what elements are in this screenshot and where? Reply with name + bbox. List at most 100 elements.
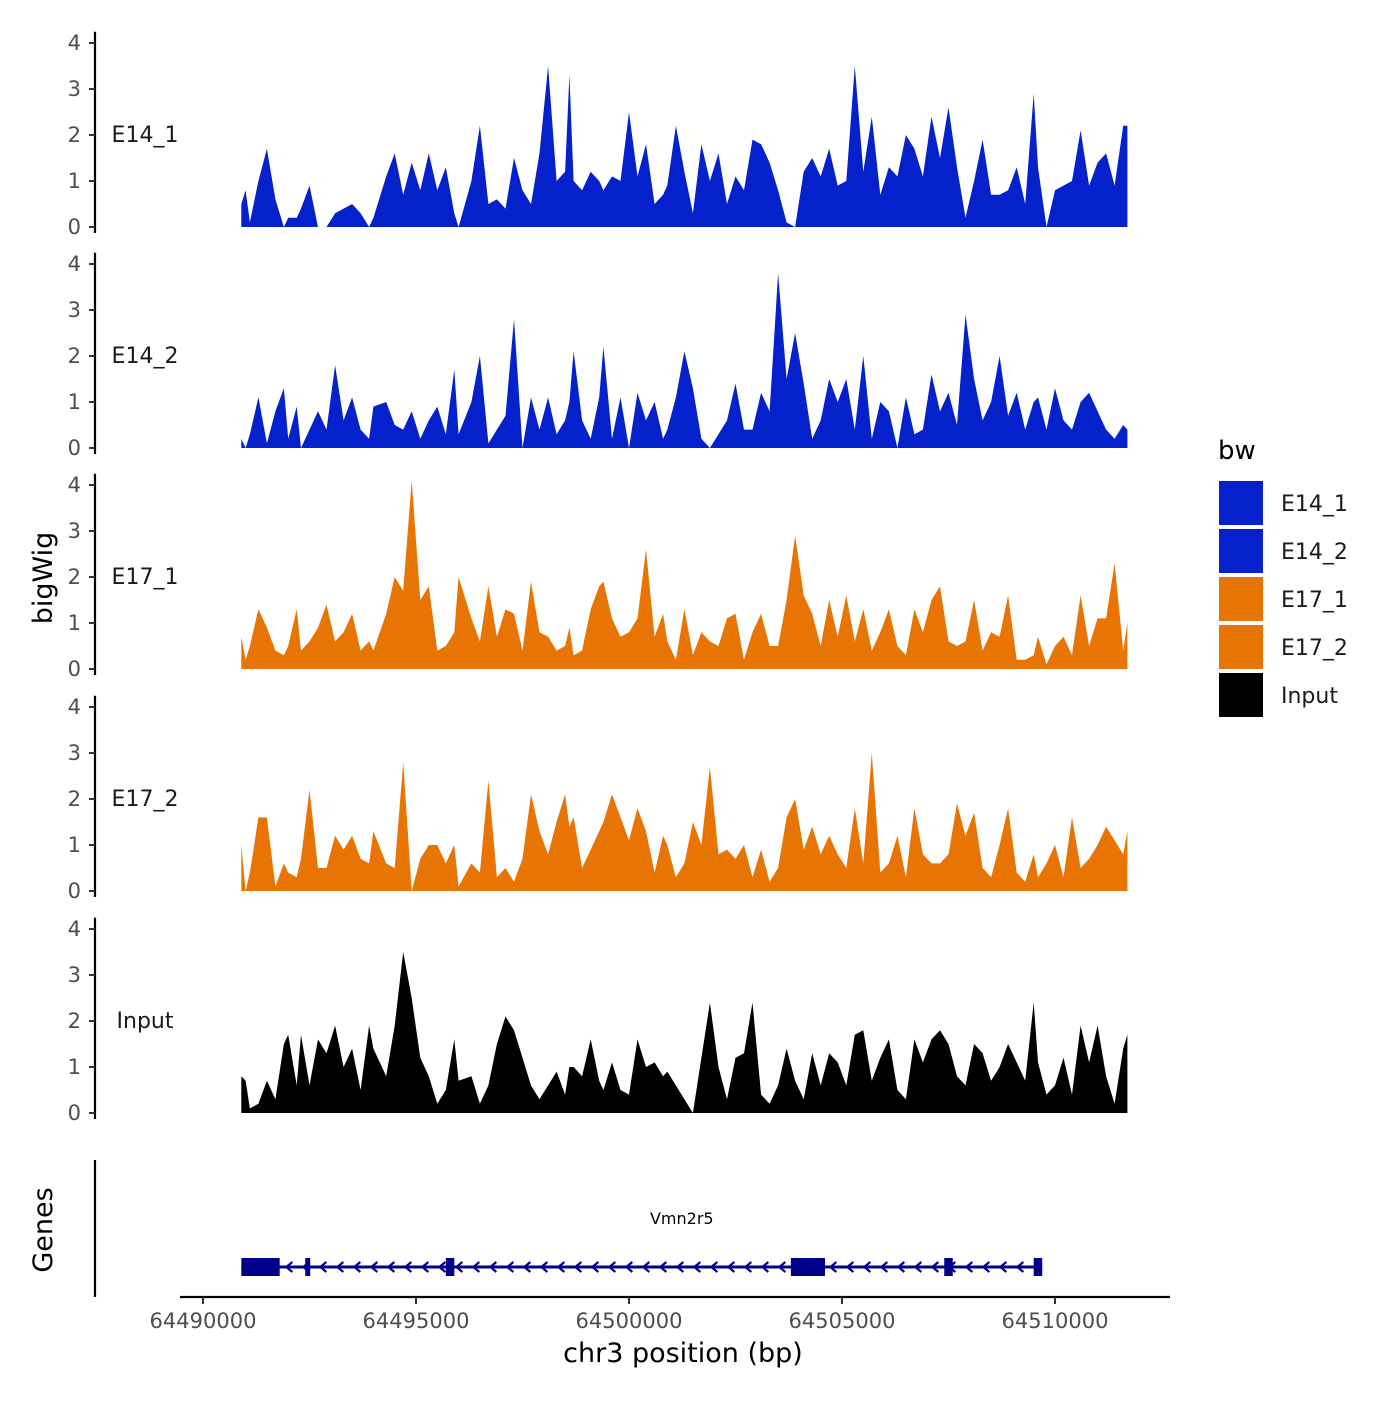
strand-arrow bbox=[624, 1261, 634, 1273]
exon bbox=[305, 1258, 311, 1276]
strand-arrow bbox=[352, 1261, 362, 1273]
x-tick-label: 64495000 bbox=[363, 1309, 470, 1333]
y-tick-label: 1 bbox=[68, 833, 81, 857]
track-label: Input bbox=[117, 1009, 174, 1034]
x-tick-label: 64505000 bbox=[789, 1309, 896, 1333]
strand-arrow bbox=[913, 1261, 923, 1273]
x-axis-title: chr3 position (bp) bbox=[563, 1338, 803, 1369]
strand-arrow bbox=[981, 1261, 991, 1273]
strand-arrow bbox=[896, 1261, 906, 1273]
strand-arrow bbox=[964, 1261, 974, 1273]
x-axis: 64490000 64495000 64500000 64505000 64510000 bbox=[150, 1295, 1170, 1333]
strand-arrow bbox=[488, 1261, 498, 1273]
tracks-group: 0 1 2 3 4 E14_1 0 1 2 3 4 E14_2 0 1 2 3 4 E17_1 0 1 2 3 4 E17_2… bbox=[68, 31, 1128, 1125]
strand-arrow bbox=[828, 1261, 838, 1273]
y-tick-label: 3 bbox=[68, 298, 81, 322]
track-input: 0 1 2 3 4 Input bbox=[68, 917, 1128, 1125]
y-tick-label: 4 bbox=[68, 252, 81, 276]
y-tick-label: 2 bbox=[68, 787, 81, 811]
strand-arrow bbox=[709, 1261, 719, 1273]
y-tick-label: 4 bbox=[68, 695, 81, 719]
strand-arrow bbox=[420, 1261, 430, 1273]
y-tick-label: 3 bbox=[68, 963, 81, 987]
exon bbox=[944, 1258, 953, 1276]
strand-arrow bbox=[658, 1261, 668, 1273]
strand-arrow bbox=[675, 1261, 685, 1273]
legend-label: E17_1 bbox=[1281, 588, 1348, 613]
y-tick-label: 0 bbox=[68, 436, 81, 460]
strand-arrow bbox=[437, 1261, 447, 1273]
genes-panel: Vmn2r5 bbox=[93, 1160, 1043, 1297]
legend-swatch bbox=[1219, 673, 1263, 717]
y-tick-label: 2 bbox=[68, 565, 81, 589]
y-tick-label: 0 bbox=[68, 1101, 81, 1125]
legend-label: E14_1 bbox=[1281, 492, 1348, 517]
legend-swatch bbox=[1219, 481, 1263, 525]
strand-arrow bbox=[692, 1261, 702, 1273]
exon bbox=[445, 1258, 455, 1276]
y-tick-label: 0 bbox=[68, 879, 81, 903]
signal-area-e14_2 bbox=[241, 273, 1128, 448]
track-label: E14_1 bbox=[112, 123, 179, 148]
strand-arrow bbox=[505, 1261, 515, 1273]
legend-label: E14_2 bbox=[1281, 540, 1348, 565]
strand-arrow bbox=[879, 1261, 889, 1273]
y-tick-label: 4 bbox=[68, 31, 81, 55]
x-tick-label: 64500000 bbox=[576, 1309, 683, 1333]
strand-arrow bbox=[335, 1261, 345, 1273]
signal-area-input bbox=[241, 952, 1128, 1113]
y-tick-label: 4 bbox=[68, 473, 81, 497]
y-tick-label: 3 bbox=[68, 77, 81, 101]
signal-area-e17_2 bbox=[241, 753, 1128, 891]
y-axis-title: bigWig bbox=[28, 532, 59, 625]
strand-arrow bbox=[726, 1261, 736, 1273]
x-tick-label: 64510000 bbox=[1002, 1309, 1109, 1333]
y-tick-label: 1 bbox=[68, 169, 81, 193]
strand-arrow bbox=[607, 1261, 617, 1273]
y-tick-label: 2 bbox=[68, 123, 81, 147]
strand-arrow bbox=[845, 1261, 855, 1273]
strand-arrow bbox=[1015, 1261, 1025, 1273]
strand-arrow bbox=[573, 1261, 583, 1273]
y-tick-label: 1 bbox=[68, 611, 81, 635]
y-tick-label: 3 bbox=[68, 741, 81, 765]
y-tick-label: 2 bbox=[68, 1009, 81, 1033]
legend-swatch bbox=[1219, 529, 1263, 573]
strand-arrow bbox=[318, 1261, 328, 1273]
strand-arrow bbox=[930, 1261, 940, 1273]
track-e17_2: 0 1 2 3 4 E17_2 bbox=[68, 695, 1128, 903]
y-tick-label: 2 bbox=[68, 344, 81, 368]
track-e17_1: 0 1 2 3 4 E17_1 bbox=[68, 473, 1128, 681]
track-e14_2: 0 1 2 3 4 E14_2 bbox=[68, 252, 1128, 460]
strand-arrow bbox=[522, 1261, 532, 1273]
strand-arrow bbox=[403, 1261, 413, 1273]
track-e14_1: 0 1 2 3 4 E14_1 bbox=[68, 31, 1128, 239]
strand-arrow bbox=[539, 1261, 549, 1273]
y-tick-label: 1 bbox=[68, 1055, 81, 1079]
legend-label: Input bbox=[1281, 684, 1338, 709]
strand-arrow bbox=[284, 1261, 294, 1273]
x-tick-label: 64490000 bbox=[150, 1309, 257, 1333]
genes-axis-title: Genes bbox=[28, 1187, 59, 1272]
signal-area-e14_1 bbox=[241, 66, 1128, 227]
y-tick-label: 4 bbox=[68, 917, 81, 941]
signal-area-e17_1 bbox=[241, 480, 1128, 669]
exon bbox=[241, 1258, 280, 1276]
gene-model: Vmn2r5 bbox=[241, 1209, 1043, 1276]
strand-arrow bbox=[641, 1261, 651, 1273]
strand-arrow bbox=[777, 1261, 787, 1273]
exon bbox=[1033, 1258, 1043, 1276]
legend-swatch bbox=[1219, 625, 1263, 669]
strand-arrow bbox=[454, 1261, 464, 1273]
y-tick-label: 1 bbox=[68, 390, 81, 414]
legend: bw E14_1 E14_2 E17_1 E17_2 Input bbox=[1218, 436, 1348, 717]
y-tick-label: 0 bbox=[68, 657, 81, 681]
strand-arrow bbox=[862, 1261, 872, 1273]
exon bbox=[790, 1258, 825, 1276]
strand-arrow bbox=[760, 1261, 770, 1273]
strand-arrow bbox=[369, 1261, 379, 1273]
strand-arrow bbox=[590, 1261, 600, 1273]
y-tick-label: 3 bbox=[68, 519, 81, 543]
strand-arrow bbox=[998, 1261, 1008, 1273]
